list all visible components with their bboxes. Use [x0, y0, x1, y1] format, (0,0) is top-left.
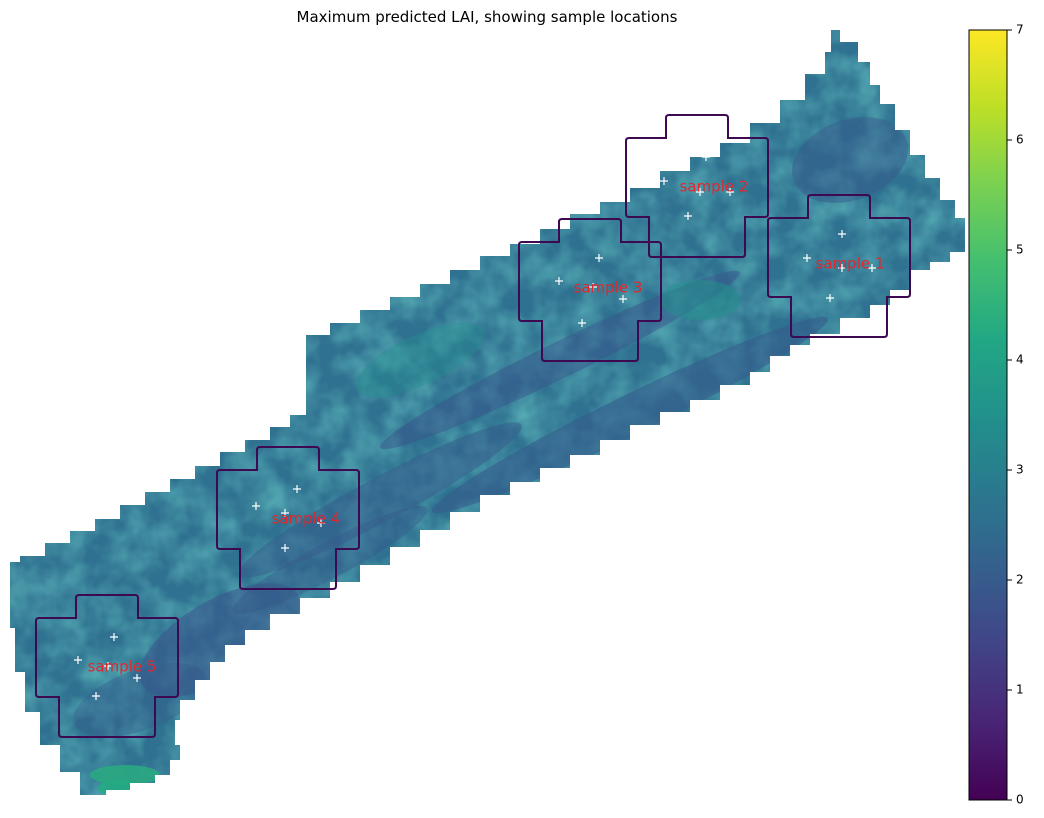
sample-point-marker	[281, 544, 289, 552]
colorbar: 0 1 2 3 4 5 6 7	[968, 23, 1024, 807]
lai-patch	[660, 280, 740, 320]
sample-point-marker	[317, 519, 325, 527]
lai-map: sample 1 sample 2 sample 3 sample 4 sample 5	[10, 30, 965, 795]
sample-point-marker	[803, 254, 811, 262]
sample-zone-outline	[35, 594, 179, 738]
sample-point-marker	[868, 264, 876, 272]
sample-point-marker	[619, 295, 627, 303]
sample-point-marker	[578, 319, 586, 327]
sample-label: sample 4	[272, 510, 341, 528]
lai-patch	[98, 780, 138, 795]
lai-patch	[232, 505, 428, 615]
sample-zone: sample 1	[767, 194, 911, 338]
sample-zone: sample 2	[625, 114, 769, 258]
sample-zone: sample 3	[518, 218, 662, 362]
sample-point-marker	[838, 230, 846, 238]
sample-label: sample 1	[816, 255, 885, 273]
sample-zone: sample 5	[35, 594, 179, 738]
sample-point-marker	[589, 283, 597, 291]
field-texture	[10, 30, 965, 795]
sample-point-marker	[702, 153, 710, 161]
sample-point-marker	[104, 662, 112, 670]
sample-point-marker	[252, 502, 260, 510]
colorbar-tick-label: 5	[1016, 243, 1024, 257]
sample-point-marker	[838, 264, 846, 272]
sample-point-marker	[555, 277, 563, 285]
sample-zone-outline	[767, 194, 911, 338]
sample-point-marker	[281, 509, 289, 517]
sample-zone-outline	[625, 114, 769, 258]
colorbar-ticks: 0 1 2 3 4 5 6 7	[1007, 23, 1024, 807]
colorbar-tick-label: 6	[1016, 133, 1024, 147]
sample-point-marker	[133, 674, 141, 682]
sample-point-marker	[660, 177, 668, 185]
sample-point-marker	[595, 254, 603, 262]
sample-label: sample 3	[574, 279, 643, 297]
colorbar-tick-label: 2	[1016, 573, 1024, 587]
colorbar-tick-label: 7	[1016, 23, 1024, 37]
sample-point-marker	[684, 212, 692, 220]
sample-point-marker	[826, 294, 834, 302]
chart-title: Maximum predicted LAI, showing sample lo…	[297, 8, 678, 26]
sample-zones: sample 1 sample 2 sample 3 sample 4 sample 5	[35, 114, 911, 738]
lai-patch	[238, 422, 522, 578]
sample-point-marker	[696, 188, 704, 196]
lai-patch	[432, 316, 828, 514]
lai-patch	[355, 322, 485, 398]
lai-patch	[73, 663, 207, 737]
lai-patch	[139, 583, 301, 697]
lai-patch	[791, 117, 909, 203]
sample-label: sample 5	[88, 658, 157, 676]
sample-point-marker	[92, 692, 100, 700]
sample-zone-outline	[216, 446, 360, 590]
sample-point-marker	[293, 485, 301, 493]
colorbar-tick-label: 1	[1016, 683, 1024, 697]
sample-point-marker	[110, 633, 118, 641]
colorbar-gradient	[968, 29, 1008, 801]
sample-zone-outline	[518, 218, 662, 362]
sample-zone: sample 4	[216, 446, 360, 590]
sample-point-marker	[726, 188, 734, 196]
colorbar-tick-label: 0	[1016, 793, 1024, 807]
colorbar-tick-label: 3	[1016, 463, 1024, 477]
sample-point-marker	[74, 656, 82, 664]
lai-patch	[90, 765, 160, 785]
colorbar-tick-label: 4	[1016, 353, 1024, 367]
sample-label: sample 2	[680, 178, 749, 196]
